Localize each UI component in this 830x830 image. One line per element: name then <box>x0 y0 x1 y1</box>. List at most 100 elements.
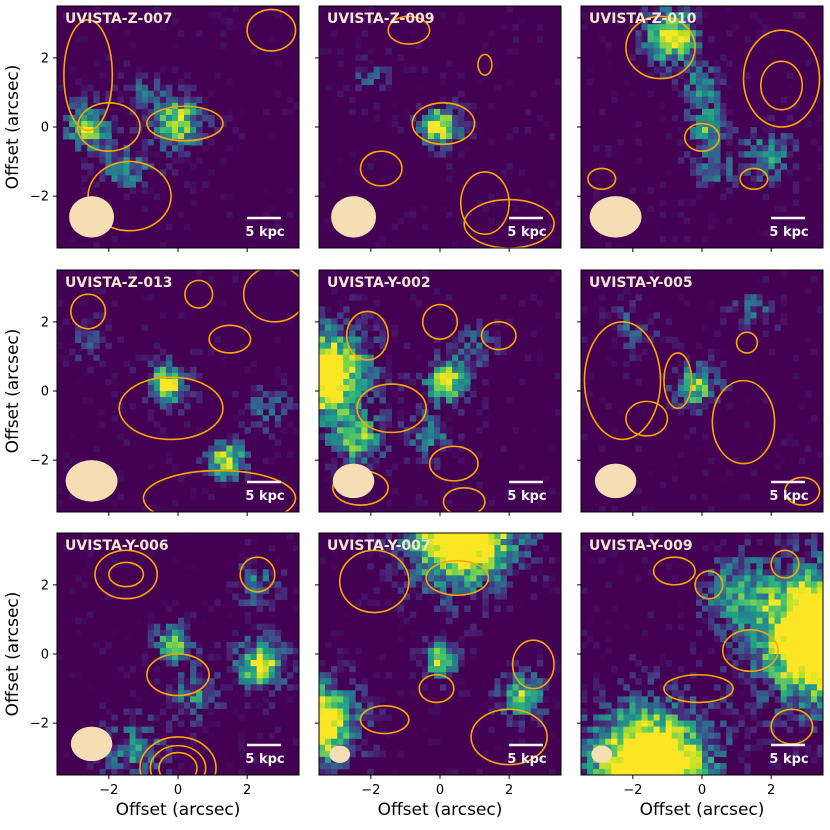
heatmap-pixel <box>653 756 661 764</box>
heatmap-pixel <box>319 421 326 428</box>
heatmap-pixel <box>750 623 757 631</box>
heatmap-pixel <box>494 605 501 613</box>
heatmap-pixel <box>617 756 624 764</box>
heatmap-pixel <box>810 545 818 552</box>
heatmap-pixel <box>452 587 459 594</box>
heatmap-pixel <box>732 647 739 655</box>
heatmap-pixel <box>488 569 495 576</box>
heatmap-pixel <box>256 415 264 422</box>
heatmap-pixel <box>816 635 823 643</box>
heatmap-pixel <box>756 145 763 152</box>
heatmap-pixel <box>738 690 745 697</box>
heatmap-pixel <box>786 684 794 691</box>
heatmap-pixel <box>792 439 800 446</box>
heatmap-pixel <box>774 629 782 637</box>
heatmap-pixel <box>343 660 350 667</box>
heatmap-pixel <box>159 139 167 146</box>
heatmap-pixel <box>641 756 648 764</box>
heatmap-pixel <box>111 415 118 422</box>
heatmap-pixel <box>208 169 215 176</box>
heatmap-pixel <box>165 391 173 398</box>
heatmap-pixel <box>433 151 441 158</box>
heatmap-pixel <box>81 133 88 140</box>
heatmap-pixel <box>319 726 326 734</box>
heatmap-pixel <box>117 666 124 673</box>
heatmap-pixel <box>361 54 368 61</box>
heatmap-pixel <box>768 397 775 404</box>
x-tick-label: 2 <box>243 783 251 798</box>
heatmap-pixel <box>250 120 258 128</box>
heatmap-pixel <box>325 433 332 440</box>
heatmap-pixel <box>99 720 106 727</box>
heatmap-pixel <box>343 611 350 619</box>
heatmap-pixel <box>726 217 733 225</box>
heatmap-pixel <box>738 563 745 570</box>
heatmap-pixel <box>433 378 441 386</box>
heatmap-pixel <box>750 629 757 637</box>
heatmap-pixel <box>714 151 721 158</box>
heatmap-pixel <box>659 6 667 13</box>
heatmap-pixel <box>750 163 757 170</box>
heatmap-pixel <box>629 690 636 697</box>
scale-bar-label: 5 kpc <box>507 489 546 504</box>
heatmap-pixel <box>792 666 800 673</box>
heatmap-pixel <box>93 120 100 128</box>
heatmap-pixel <box>159 391 167 398</box>
contour-line <box>739 167 769 191</box>
heatmap-pixel <box>726 623 733 631</box>
heatmap-pixel <box>153 397 161 404</box>
heatmap-pixel <box>105 175 112 182</box>
heatmap-pixel <box>93 330 100 337</box>
heatmap-pixel <box>184 641 191 649</box>
heatmap-pixel <box>415 593 423 600</box>
heatmap-pixel <box>409 505 417 512</box>
heatmap-pixel <box>171 463 179 471</box>
heatmap-pixel <box>274 366 282 374</box>
heatmap-pixel <box>367 378 374 386</box>
source-label: UVISTA-Y-002 <box>327 275 431 291</box>
heatmap-pixel <box>726 6 733 13</box>
heatmap-pixel <box>262 629 270 637</box>
heatmap-pixel <box>720 539 727 546</box>
heatmap-pixel <box>695 581 703 588</box>
heatmap-pixel <box>214 127 221 134</box>
heatmap-pixel <box>433 403 441 410</box>
y-tick-label: 2 <box>41 315 49 330</box>
heatmap-pixel <box>774 581 782 588</box>
heatmap-pixel <box>476 330 483 337</box>
heatmap-pixel <box>470 593 477 600</box>
heatmap-pixel <box>385 48 392 55</box>
heatmap-pixel <box>81 617 88 625</box>
heatmap-pixel <box>159 66 167 73</box>
heatmap-pixel <box>153 90 161 98</box>
heatmap-pixel <box>391 288 399 295</box>
heatmap-pixel <box>641 336 648 343</box>
heatmap-pixel <box>105 342 112 350</box>
heatmap-pixel <box>178 684 185 691</box>
heatmap-pixel <box>111 235 118 243</box>
heatmap-pixel <box>605 312 612 319</box>
heatmap-pixel <box>250 241 258 248</box>
heatmap-pixel <box>93 60 100 67</box>
heatmap-pixel <box>427 563 435 570</box>
heatmap-pixel <box>683 96 691 104</box>
heatmap-pixel <box>385 575 392 582</box>
heatmap-pixel <box>659 660 667 667</box>
heatmap-pixel <box>427 557 435 564</box>
heatmap-pixel <box>337 48 344 55</box>
heatmap-pixel <box>433 666 441 673</box>
heatmap-pixel <box>726 169 733 176</box>
heatmap-pixel <box>220 18 227 25</box>
heatmap-pixel <box>677 139 685 146</box>
heatmap-pixel <box>361 684 368 691</box>
heatmap-pixel <box>452 120 459 128</box>
heatmap-pixel <box>665 623 673 631</box>
heatmap-pixel <box>641 42 648 49</box>
heatmap-pixel <box>391 487 399 495</box>
heatmap-pixel <box>744 660 751 667</box>
heatmap-pixel <box>452 647 459 655</box>
heatmap-pixel <box>804 605 812 613</box>
heatmap-pixel <box>506 493 513 501</box>
heatmap-pixel <box>440 569 447 576</box>
